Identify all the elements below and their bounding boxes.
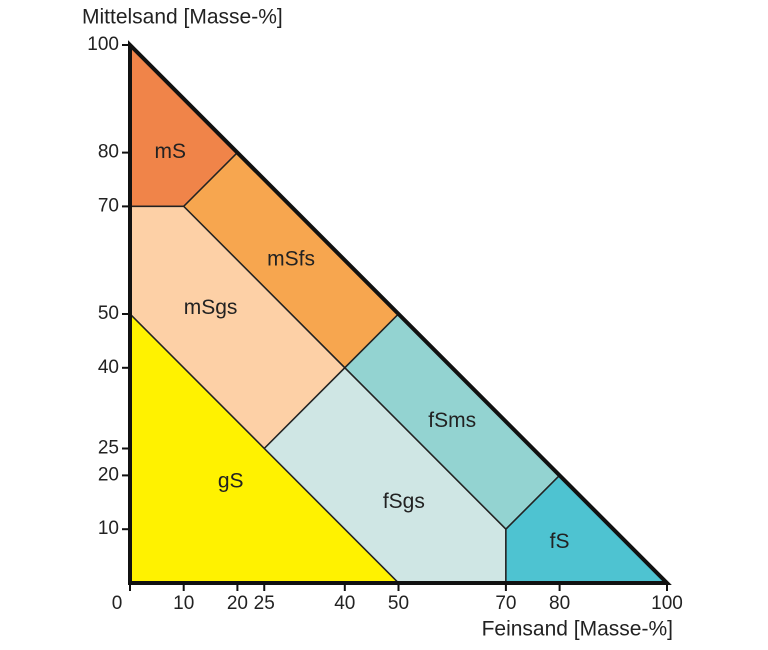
- x-tick-label: 100: [651, 593, 683, 614]
- x-tick-label: 20: [227, 593, 248, 614]
- region-label: mS: [155, 140, 187, 163]
- region-label: fSms: [428, 409, 476, 432]
- y-tick-label: 80: [98, 142, 119, 163]
- y-tick-label: 25: [98, 438, 119, 459]
- x-tick-label: 0: [112, 593, 123, 614]
- x-tick-label: 70: [495, 593, 516, 614]
- y-axis-title: Mittelsand [Masse-%]: [82, 6, 283, 29]
- y-tick-label: 40: [98, 357, 119, 378]
- x-axis-title: Feinsand [Masse-%]: [482, 618, 673, 641]
- region-label: mSfs: [267, 248, 315, 271]
- region-label: mSgs: [184, 296, 238, 319]
- y-tick-label: 100: [87, 34, 119, 55]
- x-tick-label: 25: [254, 593, 275, 614]
- y-tick-label: 70: [98, 195, 119, 216]
- y-tick-label: 10: [98, 518, 119, 539]
- y-tick-label: 20: [98, 464, 119, 485]
- x-tick-label: 80: [549, 593, 570, 614]
- region-label: fSgs: [383, 490, 425, 513]
- region-label: fS: [550, 530, 570, 553]
- region-label: gS: [218, 470, 244, 493]
- x-tick-label: 50: [388, 593, 409, 614]
- x-tick-label: 10: [173, 593, 194, 614]
- y-tick-label: 50: [98, 303, 119, 324]
- x-tick-label: 40: [334, 593, 355, 614]
